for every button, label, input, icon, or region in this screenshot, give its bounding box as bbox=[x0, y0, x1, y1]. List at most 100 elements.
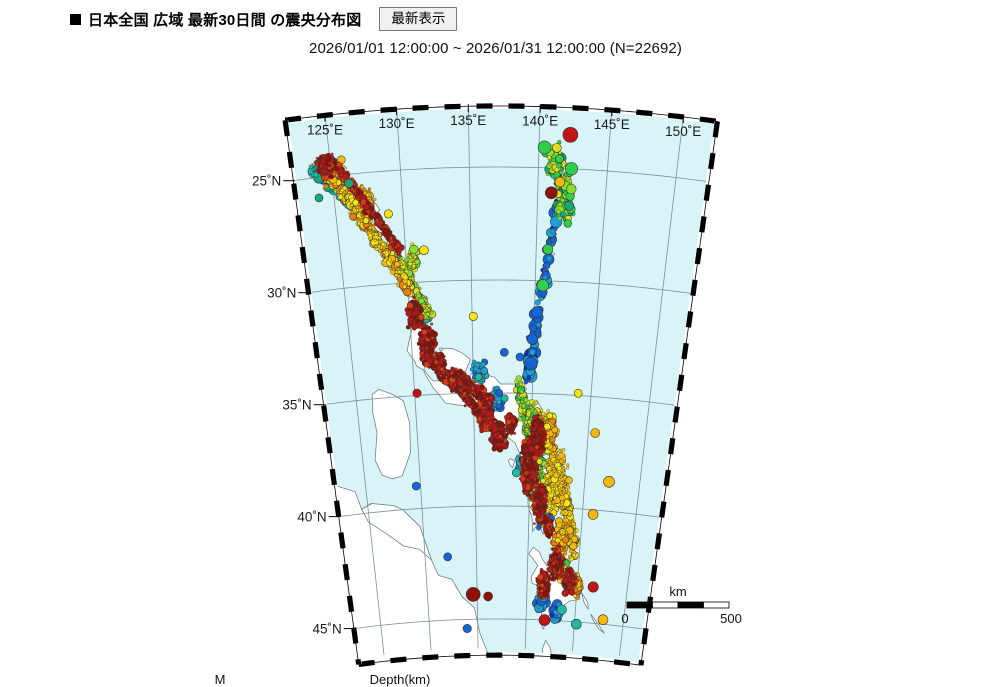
epicenter-marker[interactable] bbox=[533, 409, 538, 413]
epicenter-marker[interactable] bbox=[349, 212, 357, 221]
epicenter-marker[interactable] bbox=[523, 397, 529, 403]
epicenter-marker[interactable] bbox=[381, 242, 386, 247]
epicenter-marker[interactable] bbox=[515, 375, 522, 382]
epicenter-marker[interactable] bbox=[564, 200, 575, 211]
epicenter-marker[interactable] bbox=[551, 500, 556, 505]
epicenter-marker[interactable] bbox=[396, 267, 400, 271]
epicenter-marker[interactable] bbox=[516, 400, 521, 405]
epicenter-marker[interactable] bbox=[565, 476, 573, 484]
epicenter-marker[interactable] bbox=[546, 255, 553, 262]
epicenter-marker[interactable] bbox=[402, 284, 407, 289]
epicenter-marker[interactable] bbox=[560, 530, 564, 534]
epicenter-marker[interactable] bbox=[534, 299, 541, 306]
epicenter-marker[interactable] bbox=[572, 553, 577, 558]
epicenter-map[interactable]: 45˚N 40˚N 35˚N 30˚N 25˚N 125˚E 130˚E 135˚E 140˚… bbox=[0, 58, 991, 687]
epicenter-marker[interactable] bbox=[556, 521, 563, 529]
epicenter-marker[interactable] bbox=[418, 298, 425, 304]
epicenter-marker[interactable] bbox=[429, 310, 434, 315]
epicenter-marker[interactable] bbox=[511, 468, 522, 478]
epicenter-marker[interactable] bbox=[548, 509, 552, 513]
epicenter-marker[interactable] bbox=[535, 322, 541, 328]
epicenter-marker[interactable] bbox=[519, 389, 524, 394]
epicenter-marker[interactable] bbox=[526, 419, 532, 425]
epicenter-marker[interactable] bbox=[541, 411, 546, 416]
epicenter-marker[interactable] bbox=[561, 525, 565, 529]
epicenter-marker[interactable] bbox=[552, 487, 557, 491]
epicenter-marker[interactable] bbox=[385, 256, 389, 260]
epicenter-marker[interactable] bbox=[425, 306, 429, 310]
epicenter-marker[interactable] bbox=[562, 462, 566, 465]
epicenter-marker[interactable] bbox=[371, 232, 376, 236]
epicenter-marker[interactable] bbox=[333, 182, 338, 187]
epicenter-marker[interactable] bbox=[555, 481, 560, 486]
epicenter-marker[interactable] bbox=[547, 503, 552, 508]
epicenter-marker[interactable] bbox=[373, 197, 377, 201]
epicenter-marker[interactable] bbox=[559, 211, 566, 218]
epicenter-marker[interactable] bbox=[519, 382, 523, 386]
epicenter-marker[interactable] bbox=[563, 219, 572, 228]
epicenter-marker[interactable] bbox=[556, 466, 562, 471]
epicenter-marker[interactable] bbox=[528, 403, 532, 407]
epicenter-marker[interactable] bbox=[530, 412, 534, 416]
epicenter-marker[interactable] bbox=[524, 431, 528, 436]
epicenter-marker[interactable] bbox=[553, 614, 559, 619]
epicenter-marker[interactable] bbox=[373, 238, 377, 242]
epicenter-marker[interactable] bbox=[542, 275, 548, 280]
epicenter-marker[interactable] bbox=[552, 537, 556, 541]
epicenter-marker[interactable] bbox=[543, 261, 550, 269]
epicenter-marker[interactable] bbox=[568, 554, 572, 559]
epicenter-marker[interactable] bbox=[563, 521, 569, 526]
epicenter-marker[interactable] bbox=[563, 542, 567, 547]
epicenter-marker[interactable] bbox=[563, 548, 567, 552]
epicenter-marker[interactable] bbox=[558, 489, 562, 493]
epicenter-marker[interactable] bbox=[382, 246, 386, 250]
epicenter-marker[interactable] bbox=[544, 464, 548, 468]
map-canvas[interactable]: 45˚N40˚N35˚N30˚N25˚N 125˚E 130˚E 135˚E 140˚… bbox=[0, 58, 991, 687]
epicenter-marker[interactable] bbox=[558, 452, 565, 459]
refresh-button[interactable]: 最新表示 bbox=[379, 6, 458, 32]
epicenter-marker[interactable] bbox=[546, 155, 552, 160]
epicenter-marker[interactable] bbox=[526, 375, 532, 380]
epicenter-marker[interactable] bbox=[529, 417, 533, 421]
epicenter-marker[interactable] bbox=[480, 367, 489, 375]
epicenter-marker[interactable] bbox=[411, 264, 416, 269]
epicenter-marker[interactable] bbox=[557, 202, 563, 207]
epicenter-marker[interactable] bbox=[323, 183, 329, 189]
epicenter-marker[interactable] bbox=[362, 217, 370, 224]
epicenter-marker[interactable] bbox=[560, 510, 566, 515]
epicenter-marker[interactable] bbox=[410, 257, 415, 262]
epicenter-marker[interactable] bbox=[525, 427, 529, 431]
epicenter-marker[interactable] bbox=[377, 236, 381, 240]
epicenter-marker[interactable] bbox=[556, 448, 560, 452]
epicenter-marker[interactable] bbox=[526, 405, 530, 410]
epicenter-marker[interactable] bbox=[556, 209, 561, 214]
epicenter-marker[interactable] bbox=[394, 261, 401, 268]
epicenter-marker[interactable] bbox=[414, 259, 421, 265]
epicenter-marker[interactable] bbox=[551, 426, 559, 434]
epicenter-marker[interactable] bbox=[402, 274, 409, 281]
epicenter-marker[interactable] bbox=[545, 473, 550, 479]
epicenter-marker[interactable] bbox=[566, 183, 577, 195]
epicenter-marker[interactable] bbox=[565, 488, 568, 491]
epicenter-marker[interactable] bbox=[368, 193, 372, 198]
epicenter-marker[interactable] bbox=[546, 163, 552, 169]
epicenter-marker[interactable] bbox=[425, 312, 430, 317]
epicenter-marker[interactable] bbox=[374, 244, 378, 248]
epicenter-marker[interactable] bbox=[548, 469, 552, 473]
epicenter-marker[interactable] bbox=[546, 409, 551, 413]
epicenter-marker[interactable] bbox=[473, 366, 479, 372]
epicenter-marker[interactable] bbox=[557, 472, 560, 476]
epicenter-marker[interactable] bbox=[367, 187, 371, 191]
epicenter-marker[interactable] bbox=[551, 157, 556, 163]
epicenter-marker[interactable] bbox=[550, 174, 556, 179]
epicenter-marker[interactable] bbox=[357, 217, 361, 221]
epicenter-marker[interactable] bbox=[381, 253, 386, 258]
epicenter-marker[interactable] bbox=[539, 408, 544, 412]
epicenter-marker[interactable] bbox=[560, 476, 565, 481]
epicenter-marker[interactable] bbox=[565, 466, 570, 470]
epicenter-marker[interactable] bbox=[557, 486, 561, 490]
epicenter-marker[interactable] bbox=[391, 268, 396, 272]
epicenter-marker[interactable] bbox=[550, 228, 555, 234]
epicenter-marker[interactable] bbox=[479, 361, 486, 368]
epicenter-marker[interactable] bbox=[410, 276, 415, 281]
